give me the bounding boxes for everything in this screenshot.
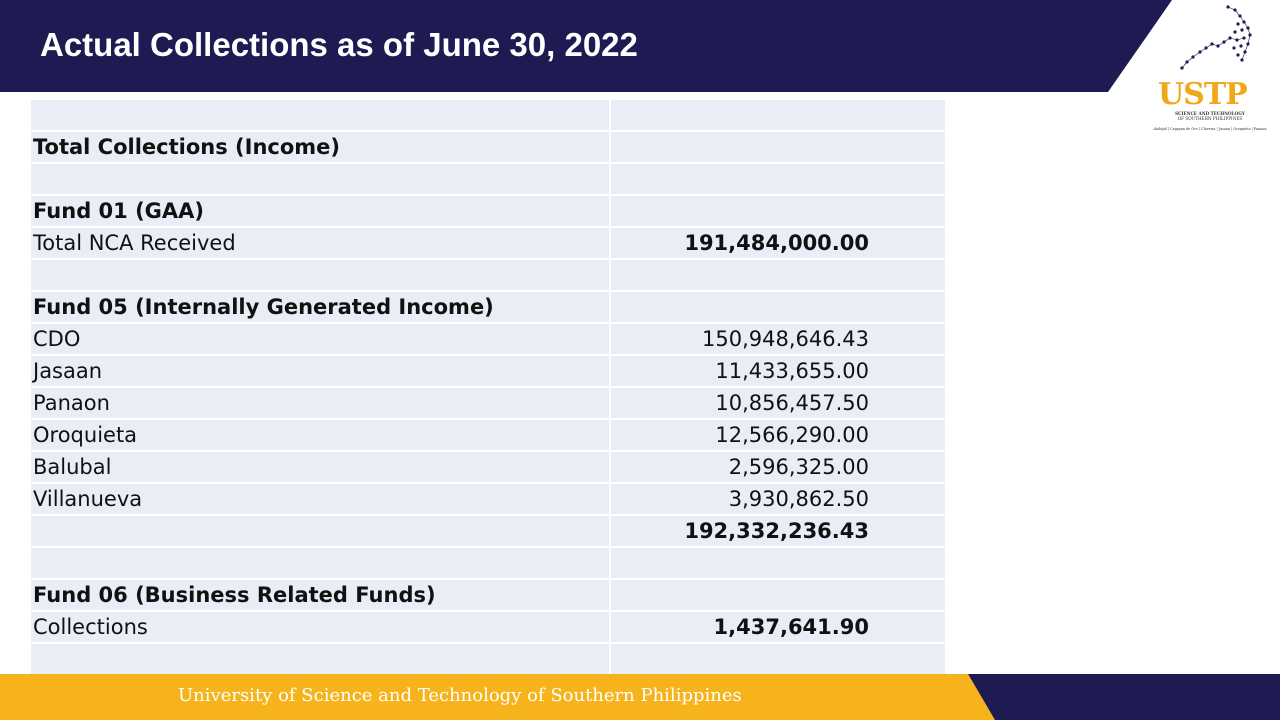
table-row: Total Collections (Income) (31, 131, 945, 164)
table-row (31, 547, 945, 580)
row-value: 1,437,641.90 (609, 611, 945, 644)
table-row: Balubal 2,596,325.00 (31, 451, 945, 484)
row-label: Total NCA Received (31, 227, 611, 260)
collections-table: Total Collections (Income) Fund 01 (GAA) T… (31, 100, 945, 676)
row-value: 2,596,325.00 (609, 451, 945, 484)
collections-table-body: Total Collections (Income) Fund 01 (GAA) T… (31, 100, 945, 676)
row-label: Fund 01 (GAA) (31, 195, 611, 228)
row-value (609, 547, 945, 580)
header-band: Actual Collections as of June 30, 2022 (0, 0, 1280, 92)
row-label: Fund 06 (Business Related Funds) (31, 579, 611, 612)
logo-wordmark: USTP (1158, 77, 1248, 112)
header-background (0, 0, 1172, 92)
logo-campuses: Alubijid | Cagayan de Oro | Claveria | J… (1153, 127, 1267, 131)
row-label: Jasaan (31, 355, 611, 388)
row-label (31, 643, 611, 676)
page-title: Actual Collections as of June 30, 2022 (40, 26, 638, 63)
row-label (31, 259, 611, 292)
table-row: CDO 150,948,646.43 (31, 323, 945, 356)
constellation-icon (1180, 5, 1252, 70)
row-label (31, 515, 611, 548)
table-row: Panaon 10,856,457.50 (31, 387, 945, 420)
row-value: 192,332,236.43 (609, 515, 945, 548)
row-label: Total Collections (Income) (31, 131, 611, 164)
table-row: Oroquieta 12,566,290.00 (31, 419, 945, 452)
row-value: 150,948,646.43 (609, 323, 945, 356)
footer-university-name: University of Science and Technology of … (178, 685, 742, 706)
table-row: Jasaan 11,433,655.00 (31, 355, 945, 388)
row-value: 11,433,655.00 (609, 355, 945, 388)
table-row (31, 259, 945, 292)
row-value: 191,484,000.00 (609, 227, 945, 260)
row-value (609, 163, 945, 196)
ustp-logo: USTP SCIENCE AND TECHNOLOGY OF SOUTHERN … (1140, 0, 1280, 140)
row-label: Villanueva (31, 483, 611, 516)
row-value: 10,856,457.50 (609, 387, 945, 420)
row-value (609, 291, 945, 324)
table-row (31, 643, 945, 676)
footer-background (0, 674, 1280, 720)
table-row: Villanueva 3,930,862.50 (31, 483, 945, 516)
row-label: Balubal (31, 451, 611, 484)
row-value (609, 195, 945, 228)
table-row: Fund 01 (GAA) (31, 195, 945, 228)
logo-subtitle-2: OF SOUTHERN PHILIPPINES (1177, 116, 1243, 121)
row-value (609, 259, 945, 292)
row-label: Oroquieta (31, 419, 611, 452)
table-row (31, 100, 945, 132)
table-row: Total NCA Received 191,484,000.00 (31, 227, 945, 260)
table-row: Fund 06 (Business Related Funds) (31, 579, 945, 612)
row-label (31, 100, 611, 132)
row-value (609, 131, 945, 164)
table-row: Collections 1,437,641.90 (31, 611, 945, 644)
row-label (31, 547, 611, 580)
row-value (609, 100, 945, 132)
row-value (609, 579, 945, 612)
row-label: Fund 05 (Internally Generated Income) (31, 291, 611, 324)
row-value: 3,930,862.50 (609, 483, 945, 516)
footer-band: University of Science and Technology of … (0, 674, 1280, 720)
table-row: Fund 05 (Internally Generated Income) (31, 291, 945, 324)
row-value (609, 643, 945, 676)
row-label: Panaon (31, 387, 611, 420)
table-row: 192,332,236.43 (31, 515, 945, 548)
logo-subtitle-1: SCIENCE AND TECHNOLOGY (1175, 111, 1245, 116)
row-value: 12,566,290.00 (609, 419, 945, 452)
row-label: CDO (31, 323, 611, 356)
table-row (31, 163, 945, 196)
row-label (31, 163, 611, 196)
row-label: Collections (31, 611, 611, 644)
